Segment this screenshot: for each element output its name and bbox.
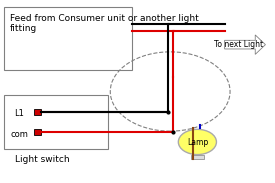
Text: Feed from Consumer unit or another light
fitting: Feed from Consumer unit or another light…: [10, 14, 198, 33]
Bar: [191, 155, 204, 159]
Bar: [34, 129, 41, 135]
Text: com: com: [11, 130, 29, 139]
Text: Light switch: Light switch: [15, 156, 70, 165]
Text: To next Light: To next Light: [214, 40, 263, 49]
FancyBboxPatch shape: [4, 95, 108, 149]
Polygon shape: [225, 35, 265, 54]
Bar: [34, 109, 41, 115]
Circle shape: [178, 129, 216, 155]
Text: Lamp: Lamp: [187, 138, 208, 147]
FancyBboxPatch shape: [4, 7, 132, 70]
Text: L1: L1: [14, 109, 24, 118]
